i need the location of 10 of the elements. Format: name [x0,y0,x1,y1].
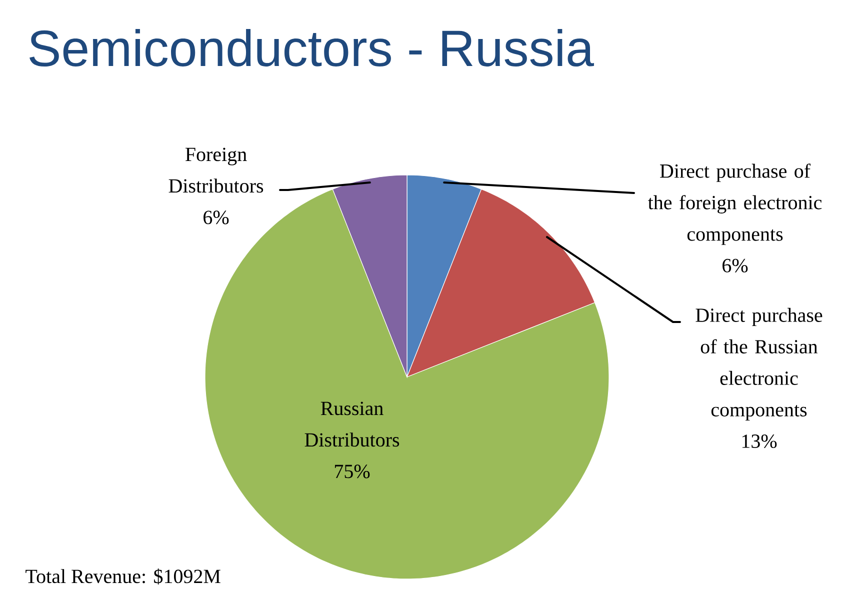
slice-label: Russian Distributors [304,402,400,447]
data-label: 6% [722,258,748,272]
slice-label: Direct purchase of the Russian electronic components [696,308,822,421]
chart-title: Semiconductors - Russia [30,29,594,66]
data-label: 6% [204,210,229,224]
data-label: 13% [742,434,777,448]
slice-label: Foreign Distributors [168,148,264,193]
text: Total Revenue: $1092M [26,568,220,585]
slice-label: Direct purchase of the foreign electronic components [648,164,822,245]
data-label: 75% [334,464,370,478]
